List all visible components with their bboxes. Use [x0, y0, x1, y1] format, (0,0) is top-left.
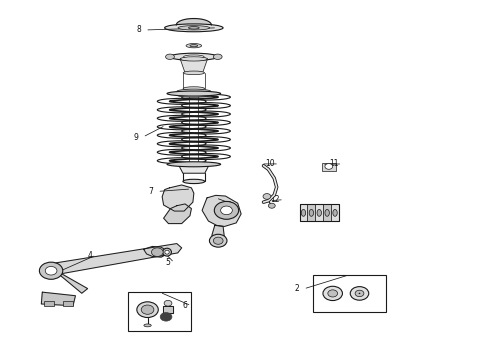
Ellipse shape: [333, 210, 337, 216]
Ellipse shape: [177, 93, 211, 97]
Circle shape: [160, 312, 172, 321]
Bar: [313, 275, 386, 312]
Text: 9: 9: [134, 132, 139, 141]
Ellipse shape: [183, 87, 204, 90]
Ellipse shape: [180, 57, 207, 61]
Polygon shape: [178, 164, 209, 173]
Bar: [128, 292, 192, 331]
Circle shape: [164, 300, 172, 306]
Circle shape: [214, 202, 239, 219]
Polygon shape: [202, 195, 241, 226]
Bar: [299, 204, 307, 221]
Text: 7: 7: [148, 187, 153, 196]
Text: 6: 6: [183, 301, 188, 310]
Bar: [44, 301, 53, 306]
Polygon shape: [49, 244, 182, 275]
Circle shape: [359, 293, 360, 294]
Polygon shape: [176, 19, 211, 25]
Ellipse shape: [325, 210, 329, 216]
Circle shape: [328, 290, 338, 297]
Circle shape: [141, 305, 154, 314]
Text: 10: 10: [266, 159, 275, 168]
Circle shape: [137, 302, 158, 318]
Circle shape: [355, 290, 364, 297]
Ellipse shape: [184, 55, 204, 59]
Polygon shape: [144, 247, 167, 257]
Text: 5: 5: [166, 258, 171, 267]
Ellipse shape: [165, 250, 169, 254]
Circle shape: [325, 163, 333, 169]
Text: 1: 1: [331, 206, 336, 215]
Text: 8: 8: [137, 26, 141, 35]
Ellipse shape: [186, 44, 202, 48]
Circle shape: [269, 203, 275, 208]
Polygon shape: [163, 306, 173, 312]
Ellipse shape: [165, 24, 223, 32]
Ellipse shape: [190, 45, 198, 47]
Ellipse shape: [144, 324, 151, 327]
Bar: [323, 204, 331, 221]
Polygon shape: [49, 266, 88, 293]
Ellipse shape: [163, 248, 172, 256]
Ellipse shape: [170, 53, 218, 60]
Bar: [315, 204, 323, 221]
Ellipse shape: [167, 162, 220, 167]
Circle shape: [39, 262, 63, 279]
Text: 3: 3: [226, 201, 231, 210]
Ellipse shape: [167, 91, 220, 96]
Text: 4: 4: [88, 251, 93, 260]
Ellipse shape: [177, 89, 211, 94]
Circle shape: [213, 237, 223, 244]
Circle shape: [209, 234, 227, 247]
Polygon shape: [164, 204, 192, 224]
Polygon shape: [162, 185, 194, 211]
Ellipse shape: [317, 210, 321, 216]
Bar: [322, 163, 336, 171]
Ellipse shape: [213, 54, 222, 59]
Polygon shape: [41, 292, 75, 306]
Polygon shape: [212, 225, 224, 241]
Bar: [63, 301, 73, 306]
Ellipse shape: [301, 210, 306, 216]
Circle shape: [45, 266, 57, 275]
Circle shape: [323, 286, 343, 301]
Bar: [299, 204, 339, 221]
Text: 2: 2: [295, 284, 299, 293]
Bar: [331, 204, 339, 221]
Ellipse shape: [183, 71, 204, 75]
Text: 12: 12: [270, 195, 280, 204]
Bar: [307, 204, 315, 221]
Ellipse shape: [183, 179, 205, 184]
Circle shape: [263, 194, 271, 199]
Polygon shape: [180, 59, 207, 73]
Circle shape: [220, 206, 232, 215]
Circle shape: [151, 248, 163, 256]
Text: 11: 11: [329, 159, 339, 168]
Ellipse shape: [309, 210, 314, 216]
Ellipse shape: [178, 26, 210, 30]
Ellipse shape: [166, 54, 174, 59]
Ellipse shape: [189, 27, 199, 29]
Circle shape: [350, 287, 369, 300]
